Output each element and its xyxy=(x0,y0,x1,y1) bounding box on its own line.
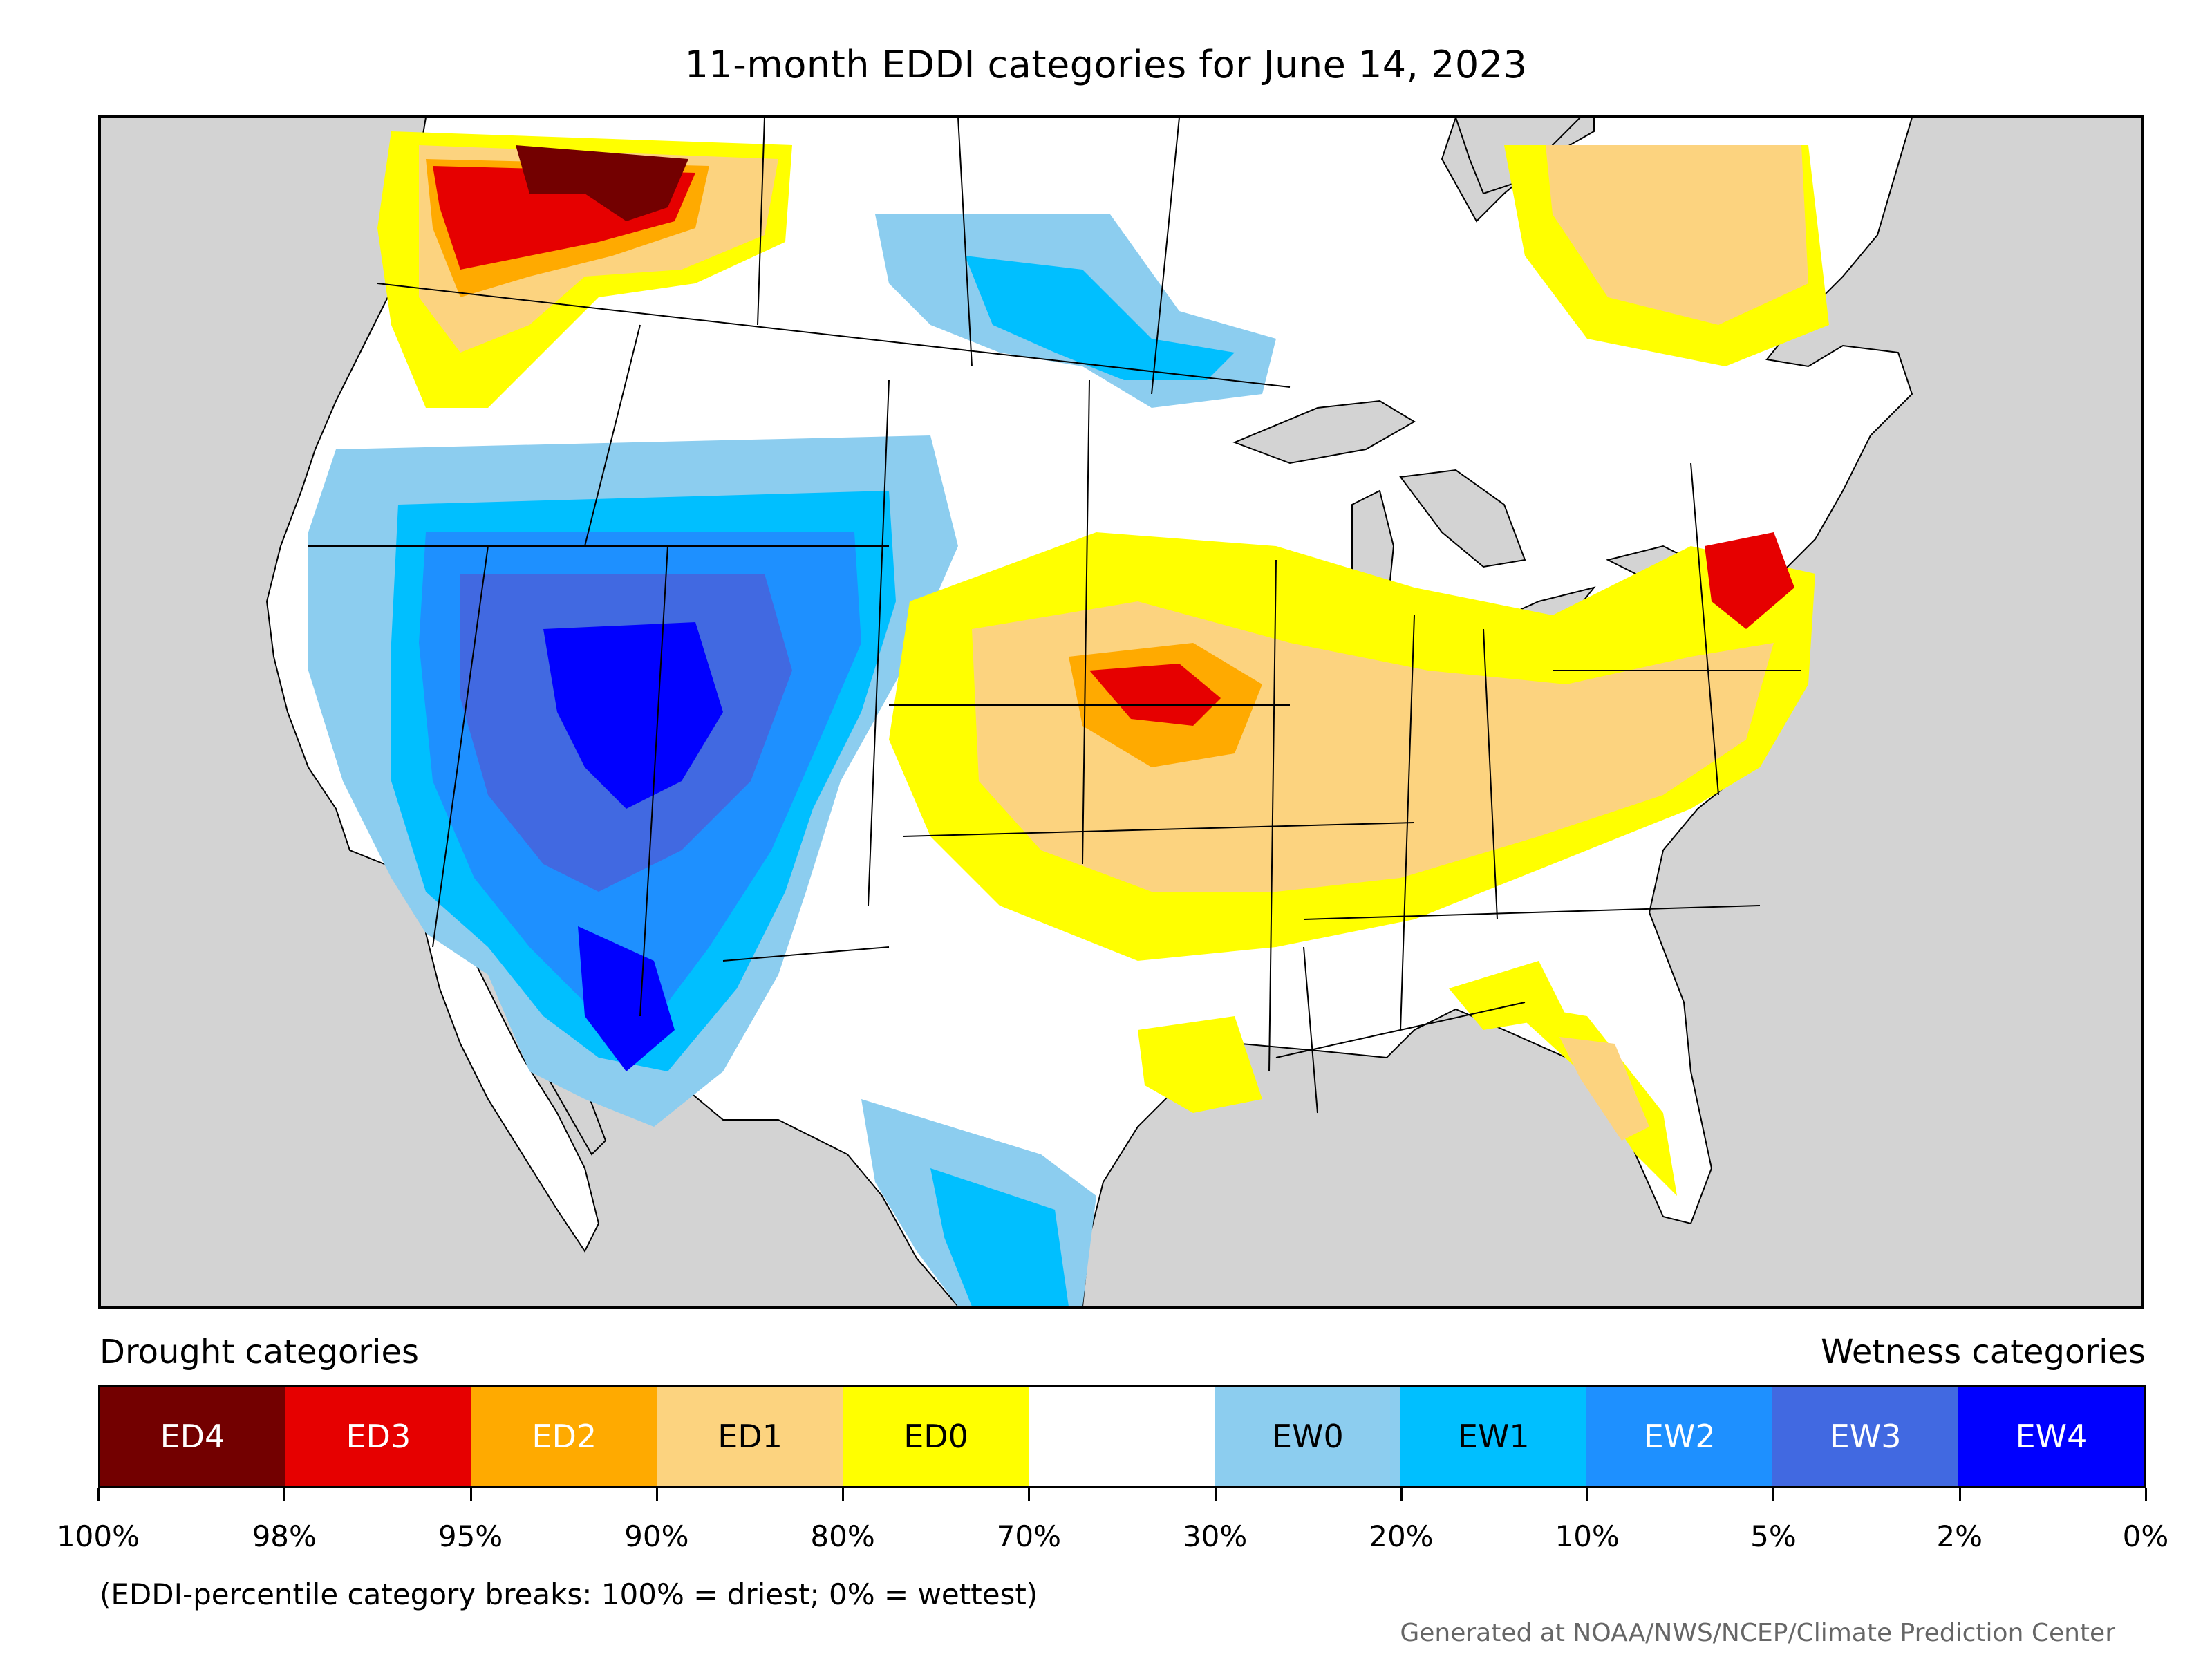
tick-mark xyxy=(1214,1488,1217,1501)
colorbar-ticks xyxy=(97,1488,2147,1504)
tick-label: 30% xyxy=(1182,1519,1248,1553)
tick-mark xyxy=(1028,1488,1031,1501)
tick-label: 20% xyxy=(1369,1519,1434,1553)
tick-mark xyxy=(283,1488,286,1501)
tick-label: 98% xyxy=(252,1519,317,1553)
tick-label: 80% xyxy=(810,1519,875,1553)
category-swatch-ew0: EW0 xyxy=(1215,1387,1401,1486)
eddi-map xyxy=(265,118,1913,1306)
category-swatch-ew4: EW4 xyxy=(1958,1387,2144,1486)
tick-label: 2% xyxy=(1936,1519,1983,1553)
category-swatch-ew1: EW1 xyxy=(1400,1387,1587,1486)
category-swatch-ed0: ED0 xyxy=(843,1387,1029,1486)
tick-mark xyxy=(2145,1488,2147,1501)
tick-mark xyxy=(1772,1488,1775,1501)
tick-label: 10% xyxy=(1555,1519,1620,1553)
tick-label: 100% xyxy=(56,1519,140,1553)
tick-mark xyxy=(1958,1488,1961,1501)
tick-label: 95% xyxy=(438,1519,503,1553)
tick-label: 90% xyxy=(624,1519,689,1553)
baja-peninsula xyxy=(425,890,600,1253)
percentile-note: (EDDI-percentile category breaks: 100% =… xyxy=(100,1577,1038,1611)
category-swatch-ew3: EW3 xyxy=(1772,1387,1959,1486)
category-colorbar: ED4 ED3 ED2 ED1 ED0 EW0 EW1 EW2 EW3 EW4 xyxy=(98,1385,2146,1488)
tick-label: 5% xyxy=(1750,1519,1797,1553)
state-borders xyxy=(308,118,1801,1114)
category-swatch-ed1: ED1 xyxy=(657,1387,843,1486)
tick-mark xyxy=(1586,1488,1589,1501)
credit-text: Generated at NOAA/NWS/NCEP/Climate Predi… xyxy=(1400,1619,2115,1647)
category-swatch-ed4: ED4 xyxy=(100,1387,285,1486)
map-title: 11-month EDDI categories for June 14, 20… xyxy=(684,43,1528,86)
category-swatch-ed3: ED3 xyxy=(285,1387,471,1486)
tick-mark xyxy=(97,1488,100,1501)
category-swatch-ew2: EW2 xyxy=(1586,1387,1773,1486)
category-swatch-neutral xyxy=(1029,1387,1215,1486)
tick-mark xyxy=(1400,1488,1403,1501)
tick-mark xyxy=(842,1488,845,1501)
map-frame xyxy=(98,115,2144,1309)
tick-mark xyxy=(469,1488,472,1501)
category-swatch-ed2: ED2 xyxy=(471,1387,657,1486)
eddi-shading xyxy=(308,131,1829,1306)
tick-label: 70% xyxy=(996,1519,1062,1553)
tick-label: 0% xyxy=(2122,1519,2169,1553)
wetness-categories-label: Wetness categories xyxy=(1821,1333,2146,1371)
tick-mark xyxy=(655,1488,658,1501)
drought-categories-label: Drought categories xyxy=(100,1333,419,1371)
